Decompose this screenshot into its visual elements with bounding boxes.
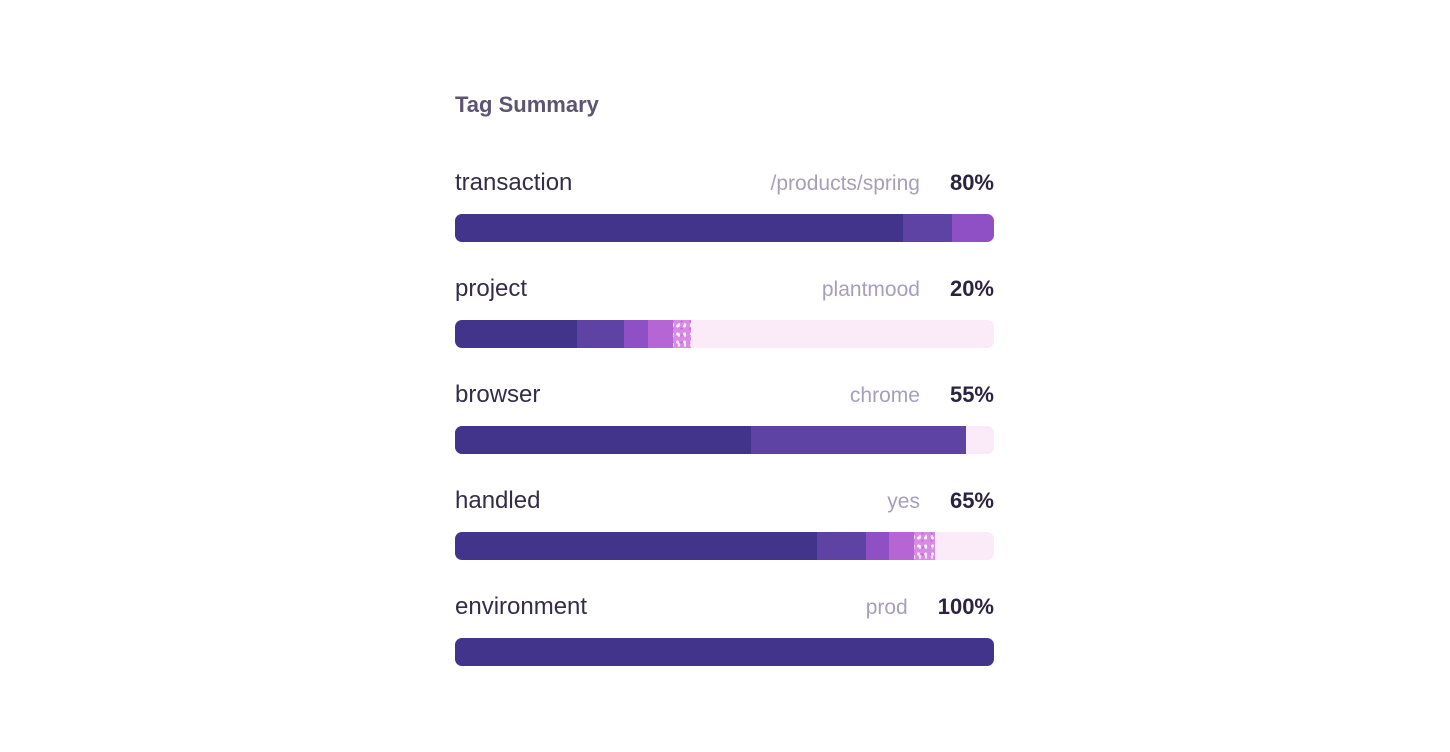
tag-top-percent: 80% (949, 170, 994, 195)
bar-segment-seg3[interactable] (866, 532, 890, 560)
tag-top-value: /products/spring (770, 172, 920, 195)
tag-summary-panel: Tag Summary transaction /products/spring… (455, 92, 994, 698)
bar-segment-empty[interactable] (965, 426, 994, 454)
tag-row-header: project plantmood 20% (455, 274, 994, 304)
tag-row-project: project plantmood 20% (455, 274, 994, 348)
tag-row-header: handled yes 65% (455, 486, 994, 516)
tag-top-percent: 20% (949, 276, 994, 301)
bar-segment-empty[interactable] (690, 320, 994, 348)
tag-top-value: prod (865, 596, 908, 619)
bar-segment-seg2[interactable] (576, 320, 624, 348)
tag-key-label: project (455, 275, 528, 302)
bar-segment-seg5[interactable] (672, 320, 691, 348)
bar-segment-seg2[interactable] (817, 532, 867, 560)
bar-segment-seg5[interactable] (913, 532, 935, 560)
tag-row-header: browser chrome 55% (455, 380, 994, 410)
bar-segment-seg4[interactable] (648, 320, 673, 348)
tag-distribution-bar (455, 214, 994, 242)
bar-segment-seg1[interactable] (455, 532, 818, 560)
tag-key-label: browser (455, 381, 541, 408)
panel-title: Tag Summary (455, 92, 599, 117)
tag-key-label: transaction (455, 169, 573, 196)
tag-distribution-bar (455, 320, 994, 348)
bar-segment-seg1[interactable] (455, 638, 994, 666)
tag-distribution-bar (455, 426, 994, 454)
tag-row-header: transaction /products/spring 80% (455, 168, 994, 198)
tag-top-value: yes (887, 490, 920, 513)
bar-segment-empty[interactable] (934, 532, 994, 560)
bar-segment-seg2[interactable] (750, 426, 966, 454)
tag-row-browser: browser chrome 55% (455, 380, 994, 454)
tag-key-label: handled (455, 487, 541, 514)
tag-key-label: environment (455, 593, 588, 620)
tag-top-value: chrome (849, 384, 920, 407)
bar-segment-seg1[interactable] (455, 426, 751, 454)
tag-row-header: environment prod 100% (455, 592, 994, 622)
tag-distribution-bar (455, 638, 994, 666)
tag-top-percent: 65% (949, 488, 994, 513)
bar-segment-seg2[interactable] (902, 214, 952, 242)
tag-top-percent: 100% (937, 594, 994, 619)
bar-segment-seg1[interactable] (455, 320, 577, 348)
tag-distribution-bar (455, 532, 994, 560)
tag-top-value: plantmood (821, 278, 920, 301)
bar-segment-seg4[interactable] (889, 532, 914, 560)
tag-row-transaction: transaction /products/spring 80% (455, 168, 994, 242)
tag-row-handled: handled yes 65% (455, 486, 994, 560)
bar-segment-seg3[interactable] (951, 214, 994, 242)
bar-segment-seg1[interactable] (455, 214, 903, 242)
bar-segment-seg3[interactable] (623, 320, 649, 348)
tag-top-percent: 55% (949, 382, 994, 407)
tag-row-environment: environment prod 100% (455, 592, 994, 666)
